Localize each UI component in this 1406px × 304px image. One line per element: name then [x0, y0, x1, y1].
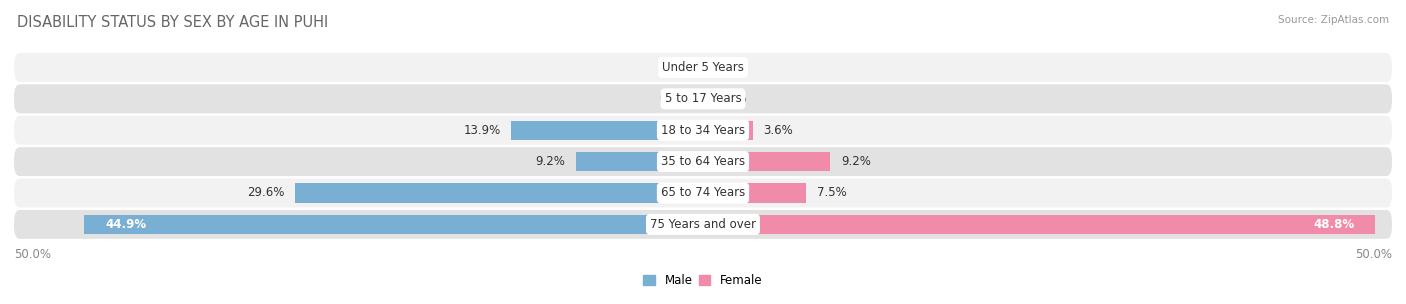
Text: 75 Years and over: 75 Years and over — [650, 218, 756, 231]
Text: Under 5 Years: Under 5 Years — [662, 61, 744, 74]
Bar — [703, 183, 807, 203]
Text: 0.0%: 0.0% — [659, 92, 689, 105]
Text: 65 to 74 Years: 65 to 74 Years — [661, 186, 745, 199]
Bar — [703, 215, 1375, 234]
FancyBboxPatch shape — [14, 147, 1392, 176]
FancyBboxPatch shape — [14, 178, 1392, 207]
Text: 5 to 17 Years: 5 to 17 Years — [665, 92, 741, 105]
Bar — [576, 152, 703, 171]
Text: 9.2%: 9.2% — [536, 155, 565, 168]
Text: 44.9%: 44.9% — [105, 218, 146, 231]
Text: 9.2%: 9.2% — [841, 155, 870, 168]
Bar — [512, 120, 703, 140]
Text: 50.0%: 50.0% — [14, 248, 51, 261]
Bar — [703, 152, 830, 171]
Text: 18 to 34 Years: 18 to 34 Years — [661, 124, 745, 137]
Bar — [295, 183, 703, 203]
Text: 13.9%: 13.9% — [463, 124, 501, 137]
Text: 29.6%: 29.6% — [246, 186, 284, 199]
Bar — [84, 215, 703, 234]
FancyBboxPatch shape — [14, 85, 1392, 113]
Legend: Male, Female: Male, Female — [638, 269, 768, 292]
Text: 48.8%: 48.8% — [1313, 218, 1355, 231]
FancyBboxPatch shape — [14, 53, 1392, 82]
FancyBboxPatch shape — [14, 210, 1392, 239]
Text: 35 to 64 Years: 35 to 64 Years — [661, 155, 745, 168]
FancyBboxPatch shape — [14, 116, 1392, 145]
Text: 0.0%: 0.0% — [717, 61, 747, 74]
Text: 50.0%: 50.0% — [1355, 248, 1392, 261]
Text: 3.6%: 3.6% — [763, 124, 793, 137]
Bar — [703, 120, 752, 140]
Text: DISABILITY STATUS BY SEX BY AGE IN PUHI: DISABILITY STATUS BY SEX BY AGE IN PUHI — [17, 15, 328, 30]
Text: Source: ZipAtlas.com: Source: ZipAtlas.com — [1278, 15, 1389, 25]
Text: 7.5%: 7.5% — [817, 186, 846, 199]
Text: 0.0%: 0.0% — [659, 61, 689, 74]
Text: 0.0%: 0.0% — [717, 92, 747, 105]
